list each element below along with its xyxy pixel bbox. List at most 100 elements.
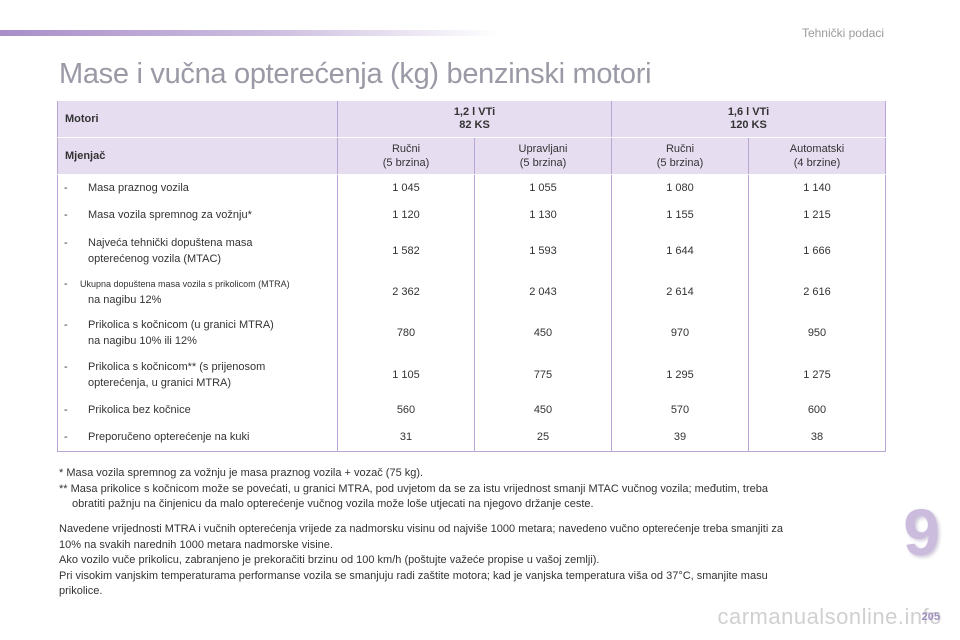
table-cell: 1 080 xyxy=(611,174,749,201)
table-cell: 1 582 xyxy=(337,229,475,272)
table-cell: 38 xyxy=(748,424,886,452)
table-cell: 1 215 xyxy=(748,201,886,229)
note-altitude: Navedene vrijednosti MTRA i vučnih opter… xyxy=(59,523,783,535)
note-speed-limit: Ako vozilo vuče prikolicu, zabranjeno je… xyxy=(59,554,600,566)
row-label: - Prikolica s kočnicom** (s prijenosom opt… xyxy=(57,354,338,396)
row-label-line1: Ukupna dopuštena masa vozila s prikolico… xyxy=(80,279,290,289)
gearbox-speeds: (4 brzine) xyxy=(793,156,841,169)
engine-name: 1,2 l VTi xyxy=(453,105,496,118)
footnote-double-star-cont: obratiti pažnju na činjenicu da malo opt… xyxy=(72,498,594,510)
table-row: - Prikolica s kočnicom (u granici MTRA) na… xyxy=(57,312,886,354)
table-row: - Prikolica s kočnicom** (s prijenosom opt… xyxy=(57,354,886,396)
gearbox-type: Ručni xyxy=(391,142,421,155)
table-cell: 31 xyxy=(337,424,475,452)
table-cell: 1 666 xyxy=(748,229,886,272)
mass-table: Motori 1,2 l VTi 82 KS 1,6 l VTi 120 KS … xyxy=(57,101,886,452)
table-cell: 780 xyxy=(337,312,475,354)
page-title: Mase i vučna opterećenja (kg) benzinski … xyxy=(59,58,652,90)
row-dash: - xyxy=(64,278,68,290)
table-cell: 450 xyxy=(474,396,612,424)
gearbox-type: Automatski xyxy=(789,142,845,155)
table-cell: 1 130 xyxy=(474,201,612,229)
footnote-double-star: ** Masa prikolice s kočnicom može se pov… xyxy=(59,483,768,495)
footnote-single-star: * Masa vozila spremnog za vožnju je masa… xyxy=(59,467,424,479)
row-label-line2: na nagibu 12% xyxy=(88,294,162,306)
table-row: - Masa vozila spremnog za vožnju* 1 120 1… xyxy=(57,201,886,229)
table-cell: 1 593 xyxy=(474,229,612,272)
row-label-line1: Masa vozila spremnog za vožnju* xyxy=(88,209,252,221)
row-label-line2: opterećenja, u granici MTRA) xyxy=(88,377,232,389)
row-dash: - xyxy=(64,404,68,416)
table-row: - Preporučeno opterećenje na kuki 31 25 3… xyxy=(57,424,886,452)
table-row: - Najveća tehnički dopuštena masa optereće… xyxy=(57,229,886,272)
motori-label: Motori xyxy=(57,101,338,138)
row-label-line2: na nagibu 10% ili 12% xyxy=(88,335,197,347)
table-cell: 560 xyxy=(337,396,475,424)
table-cell: 1 120 xyxy=(337,201,475,229)
table-cell: 970 xyxy=(611,312,749,354)
engine-header-row: Motori 1,2 l VTi 82 KS 1,6 l VTi 120 KS xyxy=(57,101,886,138)
gearbox-header-row: Mjenjač Ručni (5 brzina) Upravljani (5 b… xyxy=(57,137,886,175)
table-cell: 1 140 xyxy=(748,174,886,201)
row-dash: - xyxy=(64,181,68,194)
note-temperature-cont: prikolice. xyxy=(59,585,103,597)
engine-header: 1,2 l VTi 82 KS xyxy=(337,101,612,138)
row-label-line1: Prikolica bez kočnice xyxy=(88,404,191,416)
row-label-line1: Najveća tehnički dopuštena masa xyxy=(88,236,253,249)
gearbox-header: Ručni (5 brzina) xyxy=(611,137,749,175)
table-row: - Ukupna dopuštena masa vozila s prikolic… xyxy=(57,272,886,312)
table-cell: 1 295 xyxy=(611,354,749,396)
row-label: - Masa praznog vozila xyxy=(57,174,338,201)
table-cell: 2 614 xyxy=(611,272,749,312)
table-cell: 39 xyxy=(611,424,749,452)
row-label-line1: Preporučeno opterećenje na kuki xyxy=(88,431,250,444)
row-label: - Masa vozila spremnog za vožnju* xyxy=(57,201,338,229)
table-cell: 775 xyxy=(474,354,612,396)
gearbox-speeds: (5 brzina) xyxy=(519,156,567,169)
note-altitude-cont: 10% na svakih narednih 1000 metara nadmo… xyxy=(59,538,333,551)
row-label-line1: Prikolica s kočnicom (u granici MTRA) xyxy=(88,319,274,331)
table-cell: 950 xyxy=(748,312,886,354)
row-dash: - xyxy=(64,209,68,221)
table-cell: 570 xyxy=(611,396,749,424)
row-dash: - xyxy=(64,361,68,373)
engine-name: 1,6 l VTi xyxy=(727,105,770,118)
gearbox-header: Upravljani (5 brzina) xyxy=(474,137,612,175)
section-header: Tehnički podaci xyxy=(801,26,884,40)
watermark: carmanualsonline.info xyxy=(717,604,942,629)
engine-power: 82 KS xyxy=(459,118,490,131)
table-cell: 1 045 xyxy=(337,174,475,201)
row-dash: - xyxy=(64,236,68,249)
table-cell: 600 xyxy=(748,396,886,424)
table-cell: 1 055 xyxy=(474,174,612,201)
row-label-line1: Prikolica s kočnicom** (s prijenosom xyxy=(88,361,266,373)
table-cell: 2 043 xyxy=(474,272,612,312)
row-label: - Prikolica s kočnicom (u granici MTRA) na… xyxy=(57,312,338,354)
table-cell: 450 xyxy=(474,312,612,354)
row-label: - Prikolica bez kočnice xyxy=(57,396,338,424)
gearbox-speeds: (5 brzina) xyxy=(382,156,430,169)
gearbox-type: Ručni xyxy=(665,142,695,155)
table-cell: 2 362 xyxy=(337,272,475,312)
page-number: 205 xyxy=(921,611,940,623)
mjenjac-label: Mjenjač xyxy=(57,137,338,175)
table-row: - Masa praznog vozila 1 045 1 055 1 080 1… xyxy=(57,174,886,201)
table-cell: 1 644 xyxy=(611,229,749,272)
row-label: - Ukupna dopuštena masa vozila s prikolic… xyxy=(57,272,338,312)
row-dash: - xyxy=(64,319,68,331)
table-cell: 1 105 xyxy=(337,354,475,396)
table-row: - Prikolica bez kočnice 560 450 570 600 xyxy=(57,396,886,424)
chapter-number: 9 xyxy=(903,495,940,569)
row-label-line1: Masa praznog vozila xyxy=(88,181,189,194)
table-cell: 25 xyxy=(474,424,612,452)
row-label: - Najveća tehnički dopuštena masa optereće… xyxy=(57,229,338,272)
row-dash: - xyxy=(64,431,68,444)
row-label: - Preporučeno opterećenje na kuki xyxy=(57,424,338,452)
gearbox-header: Ručni (5 brzina) xyxy=(337,137,475,175)
row-label-line2: opterećenog vozila (MTAC) xyxy=(88,252,222,265)
notes-block: Navedene vrijednosti MTRA i vučnih opter… xyxy=(59,522,889,600)
table-cell: 2 616 xyxy=(748,272,886,312)
gearbox-speeds: (5 brzina) xyxy=(656,156,704,169)
header-accent-bar xyxy=(0,30,500,36)
table-cell: 1 275 xyxy=(748,354,886,396)
